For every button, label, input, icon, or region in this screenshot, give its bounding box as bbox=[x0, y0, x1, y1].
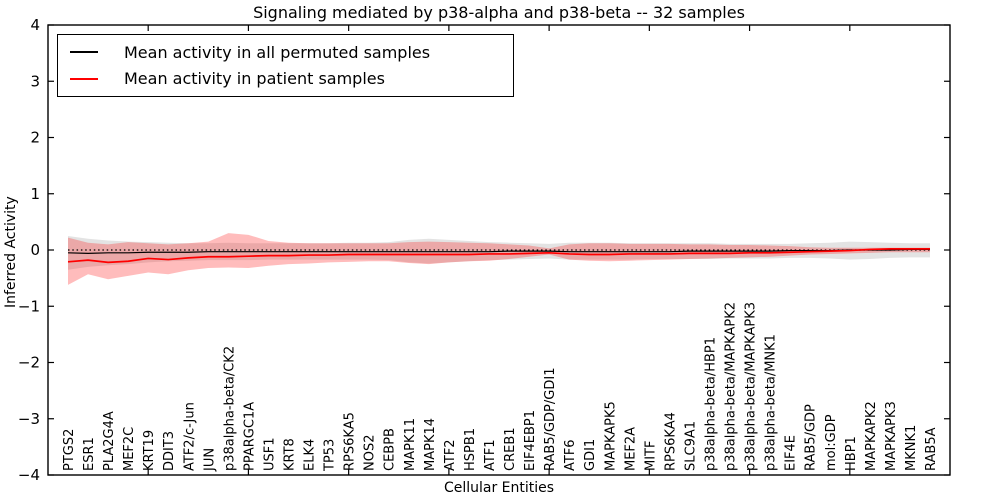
x-category-label: ATF1 bbox=[483, 439, 498, 471]
x-category-label: p38alpha-beta/CK2 bbox=[222, 346, 237, 471]
x-category-label: MEF2C bbox=[122, 427, 137, 471]
x-category-label: KRT19 bbox=[142, 430, 157, 471]
x-category-label: KRT8 bbox=[283, 438, 298, 471]
x-category-label: SLC9A1 bbox=[683, 421, 698, 471]
patient-band bbox=[68, 233, 930, 285]
y-tick-label: −2 bbox=[18, 354, 40, 372]
x-category-label: EIF4E bbox=[784, 435, 799, 471]
x-category-label: RAB5A bbox=[924, 427, 939, 471]
y-tick-label: −1 bbox=[18, 297, 40, 315]
x-category-label: MAPK11 bbox=[403, 418, 418, 471]
x-category-label: RPS6KA5 bbox=[343, 412, 358, 471]
x-category-label: p38alpha-beta/MAPKAPK2 bbox=[724, 302, 739, 471]
x-category-label: MITF bbox=[643, 441, 658, 471]
x-category-label: MAPKAPK5 bbox=[603, 401, 618, 471]
y-tick-label: 4 bbox=[30, 16, 40, 34]
x-category-label: p38alpha-beta/HBP1 bbox=[703, 337, 718, 471]
x-category-label: RAB5/GDP bbox=[804, 404, 819, 471]
legend-entry-patient: Mean activity in patient samples bbox=[70, 70, 513, 88]
legend-line-black bbox=[70, 51, 98, 54]
x-category-label: USF1 bbox=[262, 437, 277, 471]
x-category-label: CEBPB bbox=[383, 428, 398, 471]
x-category-label: MAPKAPK2 bbox=[864, 401, 879, 471]
permuted-mean-line bbox=[67, 248, 930, 254]
x-category-label: ATF2 bbox=[443, 439, 458, 471]
legend: Mean activity in all permuted samples Me… bbox=[57, 34, 514, 97]
x-category-label: HSPB1 bbox=[463, 428, 478, 471]
y-tick-label: 3 bbox=[30, 72, 40, 90]
legend-label-permuted: Mean activity in all permuted samples bbox=[124, 42, 431, 62]
x-category-label: ATF2/c-Jun bbox=[182, 402, 197, 471]
x-category-label: p38alpha-beta/MNK1 bbox=[764, 334, 779, 471]
legend-label-patient: Mean activity in patient samples bbox=[124, 68, 385, 88]
x-category-label: TP53 bbox=[323, 439, 338, 472]
x-category-label: ELK4 bbox=[303, 439, 318, 471]
x-category-label: NOS2 bbox=[363, 435, 378, 471]
x-category-label: CREB1 bbox=[503, 427, 518, 471]
x-category-label: HBP1 bbox=[844, 436, 859, 471]
x-category-label: MKNK1 bbox=[904, 425, 919, 471]
x-category-label: p38alpha-beta/MAPKAPK3 bbox=[744, 302, 759, 471]
x-category-label: mol:GDP bbox=[824, 414, 839, 471]
x-category-label: EIF4EBP1 bbox=[523, 410, 538, 471]
x-category-label: DDIT3 bbox=[162, 431, 177, 471]
permuted-band bbox=[68, 235, 930, 270]
x-category-label: ATF6 bbox=[563, 439, 578, 471]
x-category-label: JUN bbox=[202, 448, 217, 472]
y-tick-label: −4 bbox=[18, 466, 40, 484]
x-category-label: MAPKAPK3 bbox=[884, 401, 899, 471]
x-category-label: MAPK14 bbox=[423, 418, 438, 471]
x-category-label: PTGS2 bbox=[62, 429, 77, 471]
x-category-label: MEF2A bbox=[623, 427, 638, 471]
legend-line-red bbox=[70, 77, 98, 80]
x-category-label: PLA2G4A bbox=[102, 411, 117, 471]
x-category-label: ESR1 bbox=[82, 437, 97, 471]
y-axis-label: Inferred Activity bbox=[3, 196, 19, 308]
x-category-label: RPS6KA4 bbox=[663, 412, 678, 471]
chart-title: Signaling mediated by p38-alpha and p38-… bbox=[253, 3, 745, 22]
y-tick-label: 0 bbox=[30, 241, 40, 259]
y-tick-label: −3 bbox=[18, 410, 40, 428]
x-axis-label: Cellular Entities bbox=[443, 480, 555, 496]
legend-entry-permuted: Mean activity in all permuted samples bbox=[70, 42, 513, 62]
x-category-label: PPARGC1A bbox=[242, 402, 257, 471]
patient-mean-line bbox=[67, 248, 930, 264]
x-category-label: RAB5/GDP/GDI1 bbox=[543, 368, 558, 471]
y-tick-label: 2 bbox=[30, 129, 40, 147]
x-category-label: GDI1 bbox=[583, 439, 598, 471]
y-tick-label: 1 bbox=[30, 185, 40, 203]
